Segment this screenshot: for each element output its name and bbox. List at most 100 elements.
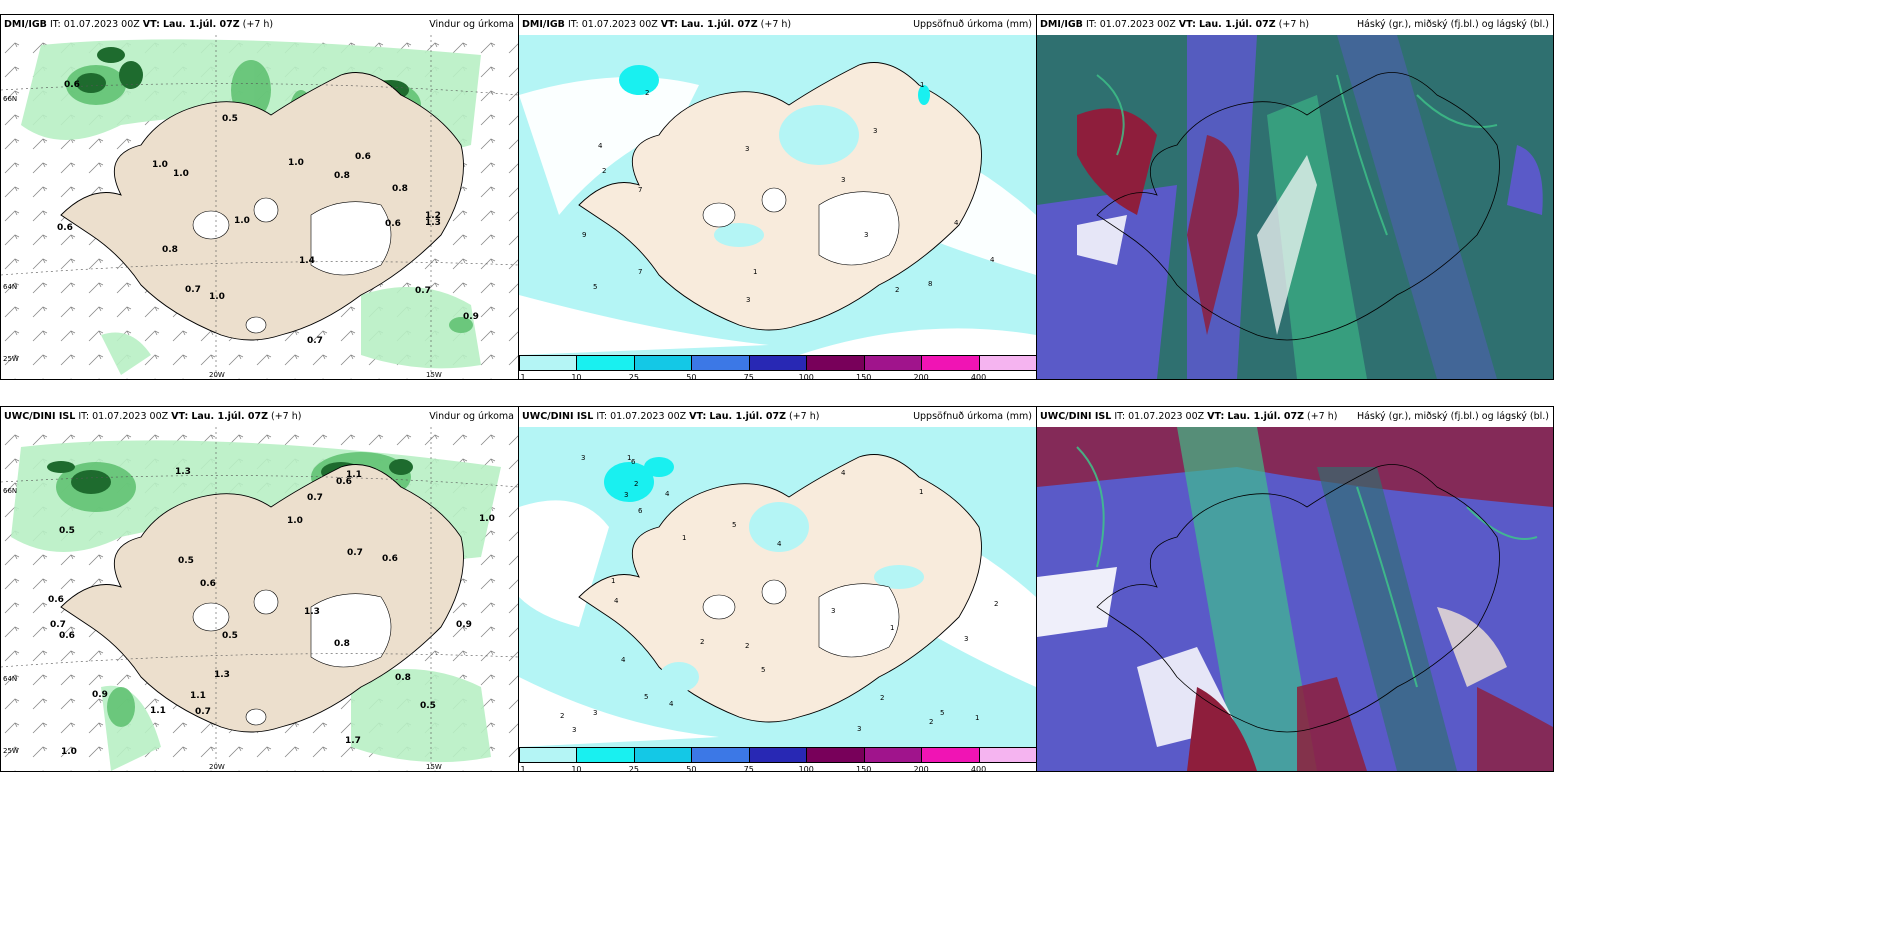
lead-time: (+7 h): [242, 19, 274, 30]
lat-label: 66N: [3, 487, 18, 495]
value-label: 2: [560, 712, 565, 720]
colorbar-segment: [633, 355, 693, 371]
value-label: 1.1: [190, 691, 206, 701]
value-label: 3: [581, 454, 586, 462]
value-label: 0.9: [456, 620, 472, 630]
wind-precip-map: [1, 35, 518, 379]
colorbar-label: 50: [686, 765, 697, 772]
colorbar-segment: [978, 355, 1036, 371]
value-label: 0.7: [415, 286, 431, 296]
model-name: DMI/IGB: [522, 19, 565, 30]
value-label: 0.6: [57, 223, 73, 233]
colorbar-label: 150: [856, 373, 872, 380]
init-time: 01.07.2023 00Z: [92, 411, 169, 422]
wind-precip-panel-dmi: DMI/IGB IT: 01.07.2023 00Z VT: Lau. 1.jú…: [0, 14, 519, 380]
graticule: [1, 35, 518, 379]
value-label: 4: [954, 219, 959, 227]
colorbar-segment: [691, 355, 750, 371]
value-label: 1.0: [152, 160, 168, 170]
value-label: 4: [990, 256, 995, 264]
value-label: 0.8: [334, 639, 350, 649]
value-label: 0.7: [195, 707, 211, 717]
value-label: 1: [920, 81, 925, 89]
value-label: 0.5: [222, 631, 238, 641]
model-name: UWC/DINI ISL: [522, 411, 594, 422]
lon-label: 25W: [3, 355, 19, 363]
colorbar-label: 25: [628, 373, 639, 380]
value-label: 1.0: [209, 292, 225, 302]
colorbar-label: 10: [571, 765, 582, 772]
value-label: 2: [700, 638, 705, 646]
value-label: 3: [857, 725, 862, 733]
value-label: 0.5: [59, 526, 75, 536]
colorbar-segment: [519, 355, 578, 371]
lead-time: (+7 h): [1278, 19, 1310, 30]
value-label: 3: [572, 726, 577, 734]
value-label: 1.0: [479, 514, 495, 524]
value-label: 5: [732, 521, 737, 529]
value-label: 2: [634, 480, 639, 488]
init-time: 01.07.2023 00Z: [1128, 411, 1205, 422]
init-time: 01.07.2023 00Z: [581, 19, 658, 30]
value-label: 1.4: [299, 256, 315, 266]
model-name: DMI/IGB: [1040, 19, 1083, 30]
value-label: 4: [621, 656, 626, 664]
value-label: 4: [665, 490, 670, 498]
panel-header: UWC/DINI ISL IT: 01.07.2023 00Z VT: Lau.…: [1, 407, 518, 427]
value-label: 0.7: [50, 620, 66, 630]
value-label: 0.6: [382, 554, 398, 564]
value-label: 3: [593, 709, 598, 717]
value-label: 4: [614, 597, 619, 605]
value-label: 3: [841, 176, 846, 184]
value-label: 2: [880, 694, 885, 702]
value-label: 1.3: [175, 467, 191, 477]
panel-header: DMI/IGB IT: 01.07.2023 00Z VT: Lau. 1.jú…: [1037, 15, 1553, 35]
value-label: 1.0: [287, 516, 303, 526]
colorbar-segment: [921, 747, 980, 763]
valid-time: Lau. 1.júl. 07Z: [680, 19, 758, 30]
value-label: 1: [682, 534, 687, 542]
value-label: 4: [598, 142, 603, 150]
value-label: 0.6: [48, 595, 64, 605]
value-label: 1: [975, 714, 980, 722]
cloud-panel-uwc: UWC/DINI ISL IT: 01.07.2023 00Z VT: Lau.…: [1036, 406, 1554, 772]
valid-time: Lau. 1.júl. 07Z: [709, 411, 786, 422]
value-label: 1.3: [214, 670, 230, 680]
colorbar-segment: [576, 355, 635, 371]
colorbar-label: 10: [571, 373, 582, 380]
value-label: 1: [919, 488, 924, 496]
value-label: 3: [831, 607, 836, 615]
lead-time: (+7 h): [789, 411, 820, 422]
value-label: 1.0: [288, 158, 304, 168]
colorbar-label: 50: [686, 373, 697, 380]
colorbar-segment: [863, 355, 923, 371]
colorbar-segment: [863, 747, 923, 763]
model-name: DMI/IGB: [4, 19, 47, 30]
value-label: 3: [873, 127, 878, 135]
accum-precip-map: [519, 427, 1036, 747]
panel-header: DMI/IGB IT: 01.07.2023 00Z VT: Lau. 1.jú…: [519, 15, 1036, 35]
cloud-panel-dmi: DMI/IGB IT: 01.07.2023 00Z VT: Lau. 1.jú…: [1036, 14, 1554, 380]
value-label: 0.6: [355, 152, 371, 162]
colorbar-label: 150: [856, 765, 872, 772]
accum-precip-map: [519, 35, 1036, 355]
value-label: 2: [895, 286, 900, 294]
colorbar-label: 75: [743, 373, 754, 380]
value-label: 0.7: [307, 493, 323, 503]
lat-label: 64N: [3, 283, 18, 291]
value-label: 2: [602, 167, 607, 175]
cloud-map: [1037, 35, 1553, 379]
colorbar: 1 10 25 50 75 100 150 200 400: [519, 355, 1036, 380]
value-label: 0.8: [392, 184, 408, 194]
lead-time: (+7 h): [1307, 411, 1338, 422]
value-label: 5: [761, 666, 766, 674]
colorbar-label: 1: [520, 373, 526, 380]
value-label: 1: [890, 624, 895, 632]
value-label: 3: [746, 296, 751, 304]
value-label: 0.6: [336, 477, 352, 487]
lead-time: (+7 h): [271, 411, 302, 422]
init-time: 01.07.2023 00Z: [1099, 19, 1176, 30]
value-label: 1.3: [425, 218, 441, 228]
value-label: 0.7: [185, 285, 201, 295]
colorbar-segment: [576, 747, 635, 763]
